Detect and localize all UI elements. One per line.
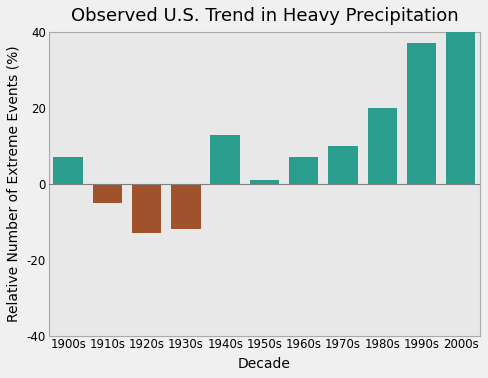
Bar bbox=[367, 108, 397, 184]
Bar bbox=[132, 184, 162, 233]
Bar bbox=[289, 157, 319, 184]
Y-axis label: Relative Number of Extreme Events (%): Relative Number of Extreme Events (%) bbox=[7, 46, 21, 322]
X-axis label: Decade: Decade bbox=[238, 357, 291, 371]
Bar bbox=[407, 43, 436, 184]
Bar bbox=[53, 157, 83, 184]
Bar bbox=[328, 146, 358, 184]
Bar bbox=[446, 32, 475, 184]
Title: Observed U.S. Trend in Heavy Precipitation: Observed U.S. Trend in Heavy Precipitati… bbox=[71, 7, 458, 25]
Bar bbox=[171, 184, 201, 229]
Bar bbox=[250, 180, 279, 184]
Bar bbox=[93, 184, 122, 203]
Bar bbox=[210, 135, 240, 184]
